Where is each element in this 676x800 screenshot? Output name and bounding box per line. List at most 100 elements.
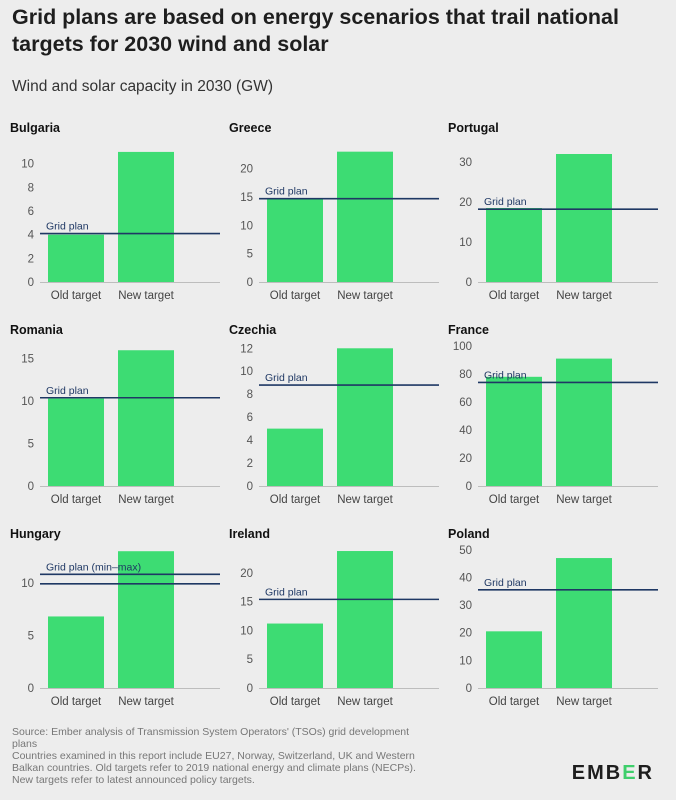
grid-plan-label: Grid plan (265, 372, 308, 384)
panel-title-hungary: Hungary (10, 527, 61, 541)
category-label: Old target (489, 290, 540, 302)
y-tick-label: 20 (240, 164, 253, 176)
category-label: Old target (489, 494, 540, 506)
y-tick-label: 4 (28, 230, 35, 242)
chart-subtitle: Wind and solar capacity in 2030 (GW) (12, 78, 274, 95)
chart-title: Grid plans are based on energy scenarios… (12, 5, 619, 56)
grid-plan-label: Grid plan (265, 586, 308, 598)
category-label: Old target (270, 290, 321, 302)
panel-title-france: France (448, 323, 489, 337)
y-tick-label: 15 (240, 597, 253, 609)
category-label: New target (556, 290, 612, 302)
bar-greece-new (337, 151, 393, 282)
category-label: New target (118, 494, 174, 506)
panel-title-bulgaria: Bulgaria (10, 121, 61, 135)
y-tick-label: 10 (459, 237, 472, 249)
panel-title-poland: Poland (448, 527, 490, 541)
bar-france-old (486, 376, 542, 486)
bar-portugal-new (556, 154, 612, 282)
bar-poland-new (556, 558, 612, 688)
grid-plan-label: Grid plan (484, 196, 527, 208)
panel-title-romania: Romania (10, 323, 64, 337)
y-tick-label: 8 (28, 182, 34, 194)
y-tick-label: 0 (466, 277, 472, 289)
y-tick-label: 30 (459, 157, 472, 169)
y-tick-label: 40 (459, 425, 472, 437)
y-tick-label: 10 (21, 159, 34, 171)
y-tick-label: 4 (247, 435, 254, 447)
bar-bulgaria-old (48, 234, 104, 282)
y-tick-label: 0 (466, 481, 472, 493)
y-tick-label: 5 (28, 439, 34, 451)
bar-czechia-old (267, 428, 323, 486)
category-label: New target (118, 696, 174, 708)
bar-ireland-old (267, 623, 323, 688)
y-tick-label: 20 (459, 197, 472, 209)
category-label: Old target (51, 696, 102, 708)
y-tick-label: 20 (459, 628, 472, 640)
category-label: Old target (270, 696, 321, 708)
y-tick-label: 10 (21, 578, 34, 590)
category-label: New target (337, 290, 393, 302)
grid-plan-label: Grid plan (484, 577, 527, 589)
y-tick-label: 60 (459, 397, 472, 409)
y-tick-label: 0 (28, 277, 34, 289)
category-label: New target (337, 494, 393, 506)
ember-logo: EMBER (571, 762, 654, 784)
y-tick-label: 0 (247, 481, 253, 493)
y-tick-label: 50 (459, 545, 472, 557)
y-tick-label: 0 (247, 683, 253, 695)
grid-plan-label: Grid plan (265, 186, 308, 198)
bar-france-new (556, 358, 612, 486)
y-tick-label: 10 (459, 655, 472, 667)
bar-greece-old (267, 198, 323, 282)
y-tick-label: 30 (459, 600, 472, 612)
grid-plan-label: Grid plan (46, 385, 89, 397)
category-label: New target (556, 696, 612, 708)
y-tick-label: 5 (247, 249, 253, 261)
panel-title-portugal: Portugal (448, 121, 499, 135)
note-line-1: Countries examined in this report includ… (12, 750, 415, 762)
category-label: Old target (489, 696, 540, 708)
y-tick-label: 6 (28, 206, 34, 218)
y-tick-label: 10 (21, 396, 34, 408)
y-tick-label: 40 (459, 572, 472, 584)
footer-notes: Source: Ember analysis of Transmission S… (12, 726, 532, 786)
bar-bulgaria-new (118, 151, 174, 282)
category-label: Old target (270, 494, 321, 506)
note-line-2: Balkan countries. Old targets refer to 2… (12, 762, 416, 774)
category-label: Old target (51, 494, 102, 506)
y-tick-label: 2 (247, 458, 253, 470)
bar-hungary-old (48, 616, 104, 688)
category-label: New target (337, 696, 393, 708)
grid-plan-label: Grid plan (46, 221, 89, 233)
note-line-3: New targets refer to latest announced po… (12, 774, 255, 786)
category-label: Old target (51, 290, 102, 302)
y-tick-label: 2 (28, 253, 34, 265)
grid-plan-label: Grid plan (484, 369, 527, 381)
y-tick-label: 5 (247, 654, 253, 666)
source-line-2: plans (12, 738, 38, 750)
panel-title-czechia: Czechia (229, 323, 277, 337)
bar-romania-new (118, 350, 174, 486)
y-tick-label: 8 (247, 389, 253, 401)
category-label: New target (556, 494, 612, 506)
y-tick-label: 0 (466, 683, 472, 695)
panel-title-ireland: Ireland (229, 527, 270, 541)
y-tick-label: 15 (21, 354, 34, 366)
bar-portugal-old (486, 208, 542, 282)
y-tick-label: 0 (28, 481, 34, 493)
bar-czechia-new (337, 348, 393, 486)
panel-title-greece: Greece (229, 121, 271, 135)
y-tick-label: 6 (247, 412, 253, 424)
grid-plan-label: Grid plan (min–max) (46, 561, 141, 573)
y-tick-label: 10 (240, 625, 253, 637)
bar-ireland-new (337, 551, 393, 688)
y-tick-label: 10 (240, 366, 253, 378)
y-tick-label: 10 (240, 220, 253, 232)
y-tick-label: 80 (459, 369, 472, 381)
category-label: New target (118, 290, 174, 302)
bar-poland-old (486, 631, 542, 688)
y-tick-label: 0 (247, 277, 253, 289)
y-tick-label: 20 (459, 453, 472, 465)
